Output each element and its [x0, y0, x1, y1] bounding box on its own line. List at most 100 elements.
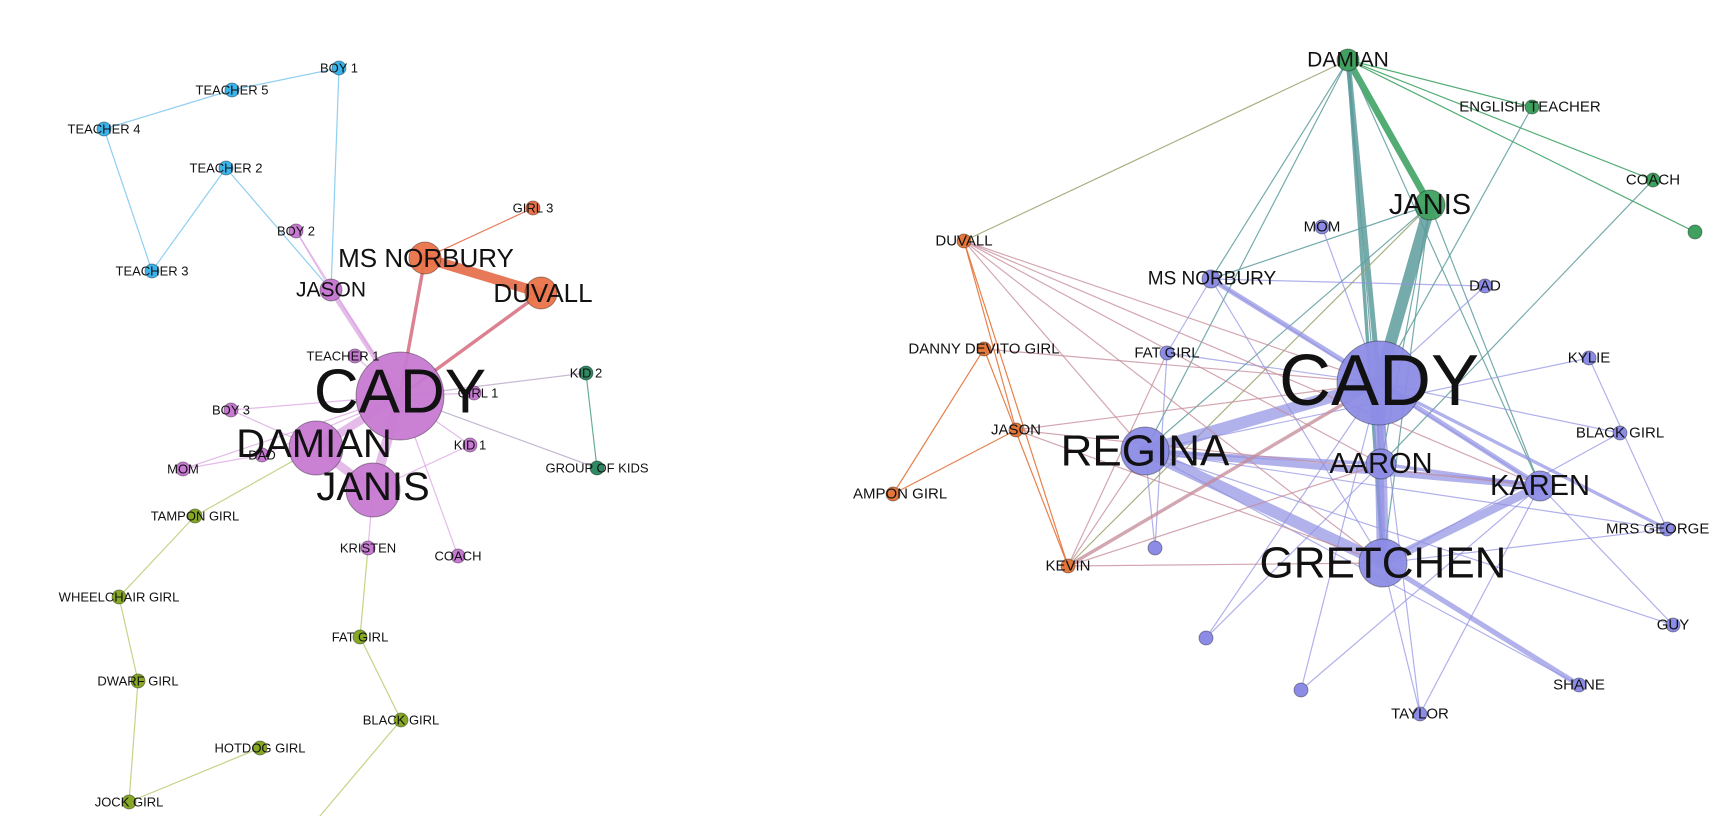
left-node-girl-1[interactable]: [466, 385, 482, 401]
right-edge-r-kevin-r-aaron: [1067, 463, 1382, 567]
right-node-black-girl[interactable]: [1612, 425, 1628, 441]
left-node-hotdog-girl[interactable]: [252, 740, 268, 756]
right-edge-r-aaron-r-u2: [1205, 463, 1382, 639]
left-label-ms-norbury: MS NORBURY: [338, 243, 514, 273]
right-label-english-teacher: ENGLISH TEACHER: [1459, 99, 1601, 116]
left-node-teacher-2[interactable]: [218, 160, 234, 176]
right-node-karen[interactable]: [1524, 470, 1556, 502]
right-label-dad: DAD: [1469, 278, 1501, 295]
right-label-mom: MOM: [1304, 219, 1341, 236]
right-node-ms-norbury[interactable]: [1201, 269, 1221, 289]
right-node-gretchen[interactable]: [1358, 538, 1408, 588]
left-node-ms-norbury[interactable]: [408, 241, 442, 275]
right-edge-r-regina-r-gretchen: [1139, 445, 1389, 569]
left-node-kid-2[interactable]: [578, 365, 594, 381]
left-edge-l-t4-l-t3: [103, 128, 153, 272]
left-node-jock-girl[interactable]: [121, 794, 137, 810]
right-label-danny-devito-girl: DANNY DEVITO GIRL: [908, 341, 1059, 358]
right-node-mom[interactable]: [1314, 219, 1330, 235]
left-node-black-girl[interactable]: [393, 712, 409, 728]
left-node-jason[interactable]: [319, 278, 343, 302]
left-node-group-of-kids[interactable]: [589, 460, 605, 476]
left-node-boy-3[interactable]: [223, 402, 239, 418]
left-edge-l-t3-l-t2: [151, 167, 227, 272]
right-label-fat-girl: FAT GIRL: [1134, 345, 1199, 362]
right-node-shane[interactable]: [1571, 677, 1587, 693]
right-node-jason[interactable]: [1008, 422, 1024, 438]
left-label-kid-1: KID 1: [454, 438, 487, 453]
right-edge-r-cady-r-u2: [1205, 382, 1380, 639]
right-edge-r-karen-r-guy: [1539, 485, 1674, 626]
right-node-taylor[interactable]: [1412, 706, 1428, 722]
left-node-kristen[interactable]: [360, 540, 376, 556]
left-node-girl-3[interactable]: [525, 200, 541, 216]
left-node-cady[interactable]: [355, 351, 445, 441]
right-node-kylie[interactable]: [1581, 350, 1597, 366]
left-node-boy-1[interactable]: [331, 60, 347, 76]
right-edge-r-aaron-r-karen: [1379, 462, 1542, 488]
right-node-dad[interactable]: [1477, 278, 1493, 294]
right-node-coach[interactable]: [1645, 172, 1661, 188]
left-label-fat-girl: FAT GIRL: [332, 630, 389, 645]
right-label-janis: JANIS: [1389, 189, 1471, 221]
right-node-guy[interactable]: [1665, 617, 1681, 633]
right-node-ampon-girl[interactable]: [885, 486, 901, 502]
right-edge-r-duv-r-gretchen: [963, 240, 1384, 564]
right-label-duvall: DUVALL: [935, 233, 992, 250]
right-edge-r-jason-r-cady: [1015, 382, 1380, 431]
right-node-janis[interactable]: [1414, 189, 1446, 221]
right-edge-r-gretchen-r-karen: [1378, 481, 1545, 568]
left-node-teacher-1[interactable]: [347, 348, 363, 364]
left-label-teacher-2: TEACHER 2: [190, 161, 263, 176]
right-edge-r-damian-r-norb: [1210, 59, 1349, 280]
right-network-graph: DAMIAN ENGLISH TEACHER COACH JANIS MOM DUVALL…: [853, 48, 1709, 723]
left-edge-l-wheel-l-dwarf: [118, 596, 139, 682]
right-node-unlabeled-25[interactable]: [1293, 682, 1309, 698]
left-edge-l-jock-l-hotdog: [128, 747, 261, 803]
right-label-taylor: TAYLOR: [1391, 706, 1449, 723]
left-node-mom[interactable]: [175, 461, 191, 477]
left-node-coach[interactable]: [450, 548, 466, 564]
left-node-dad[interactable]: [254, 447, 270, 463]
left-node-teacher-3[interactable]: [144, 263, 160, 279]
left-node-dwarf-girl[interactable]: [130, 673, 146, 689]
right-node-unlabeled-3[interactable]: [1687, 224, 1703, 240]
left-node-tampon-girl[interactable]: [187, 508, 203, 524]
left-label-teacher-4: TEACHER 4: [68, 122, 141, 137]
right-node-regina[interactable]: [1120, 426, 1170, 476]
right-edge-r-damian-r-duv: [963, 59, 1349, 242]
left-label-jock-girl: JOCK GIRL: [95, 795, 164, 810]
left-node-duvall[interactable]: [524, 276, 558, 310]
right-node-mrs-george[interactable]: [1659, 521, 1675, 537]
right-node-damian[interactable]: [1336, 48, 1360, 72]
left-label-kristen: KRISTEN: [340, 541, 396, 556]
left-node-janis[interactable]: [345, 462, 401, 518]
right-label-aaron: AARON: [1329, 448, 1432, 480]
left-node-damian[interactable]: [288, 420, 344, 476]
right-edge-r-jason-r-gretchen: [1015, 429, 1384, 564]
right-node-unlabeled-23[interactable]: [1198, 630, 1214, 646]
left-edge-l-tampon-l-wheel: [118, 515, 196, 598]
right-node-kevin[interactable]: [1060, 558, 1076, 574]
right-node-danny-devito-girl[interactable]: [976, 341, 992, 357]
right-edge-r-damian-r-karen: [1347, 59, 1541, 487]
right-node-aaron[interactable]: [1365, 448, 1397, 480]
left-node-fat-girl[interactable]: [352, 629, 368, 645]
right-node-unlabeled-20[interactable]: [1147, 540, 1163, 556]
right-node-english-teacher[interactable]: [1524, 99, 1540, 115]
left-label-teacher-1: TEACHER 1: [307, 349, 380, 364]
right-node-duvall[interactable]: [956, 233, 972, 249]
left-node-teacher-4[interactable]: [96, 121, 112, 137]
left-node-kid-1[interactable]: [462, 437, 478, 453]
left-node-boy-2[interactable]: [288, 223, 304, 239]
left-label-jason: JASON: [296, 279, 366, 302]
right-edge-r-regina-r-guy: [1144, 450, 1674, 626]
right-label-gretchen: GRETCHEN: [1260, 539, 1507, 588]
left-node-wheelchair-girl[interactable]: [111, 589, 127, 605]
right-node-cady[interactable]: [1336, 340, 1422, 426]
right-label-regina: REGINA: [1061, 427, 1230, 476]
right-node-fat-girl[interactable]: [1159, 345, 1175, 361]
left-node-teacher-5[interactable]: [224, 82, 240, 98]
right-label-guy: GUY: [1657, 617, 1690, 634]
